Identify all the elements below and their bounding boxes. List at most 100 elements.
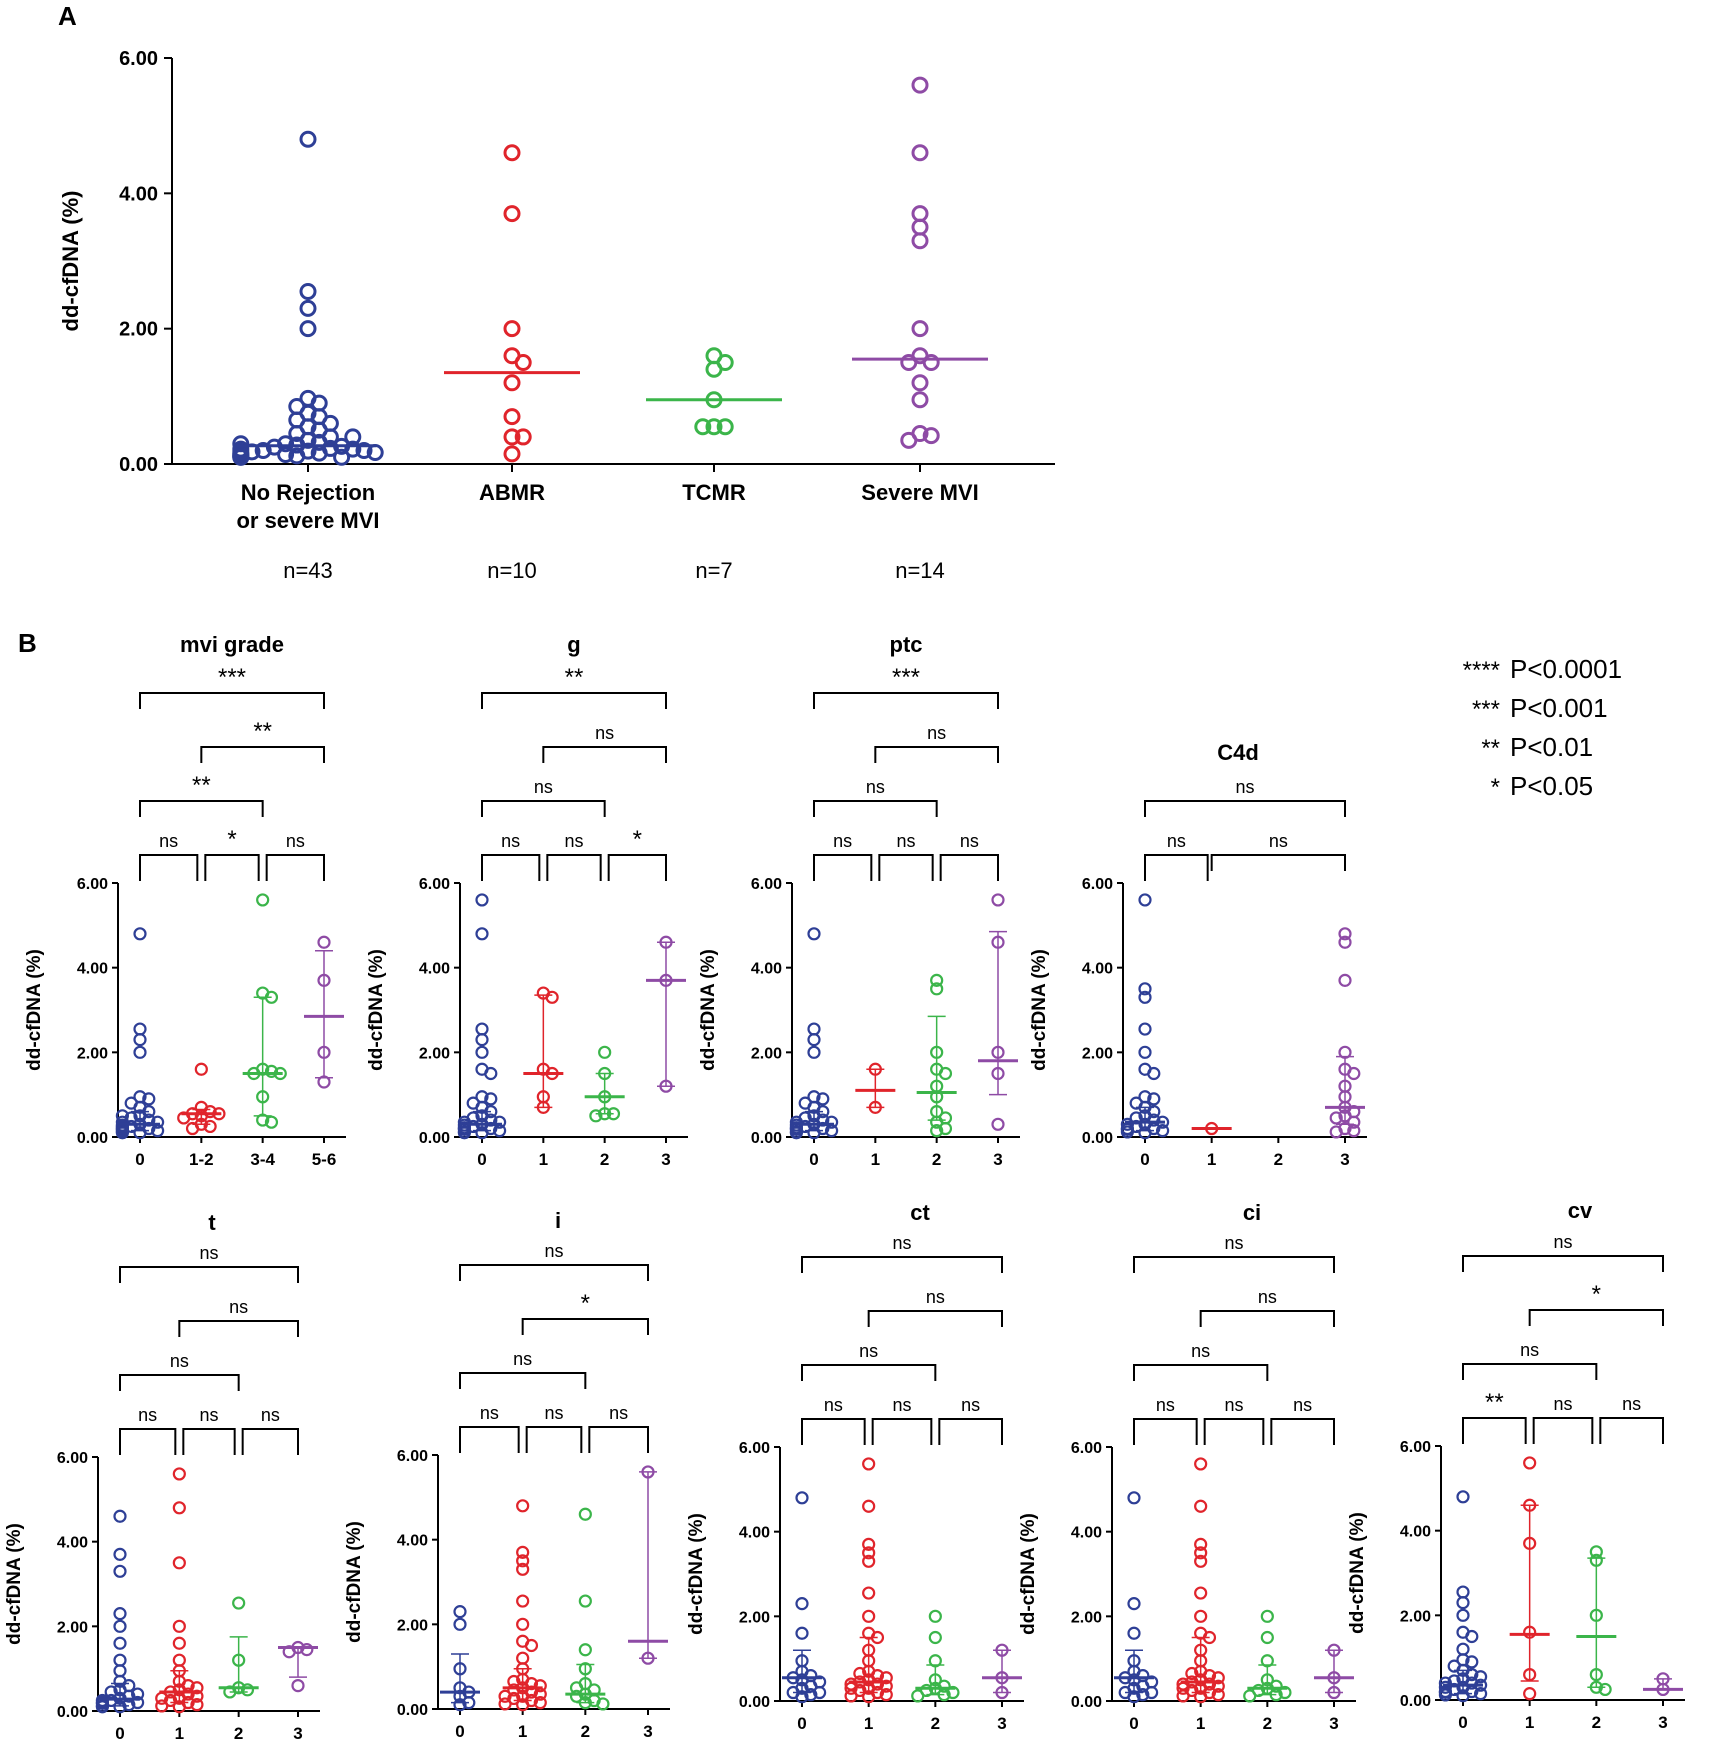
y-tick-label: 6.00: [77, 876, 108, 893]
data-point: [299, 282, 317, 300]
data-point: [606, 1107, 621, 1121]
data-point: [995, 1685, 1009, 1700]
significance-bracket: [813, 854, 873, 881]
data-point: [862, 1554, 876, 1568]
data-point: [598, 1045, 612, 1059]
legend-stars: **: [1481, 735, 1500, 762]
data-point: [1211, 1688, 1225, 1702]
panel-title: C4d: [1217, 740, 1259, 765]
data-point: [1456, 1490, 1470, 1504]
panel-title: t: [208, 1210, 216, 1235]
data-point: [1138, 1045, 1152, 1059]
x-category-label: Severe MVI: [861, 480, 978, 505]
significance-label: ns: [480, 1403, 499, 1423]
x-tick-label: 3: [293, 1724, 302, 1743]
significance-bracket: [1144, 854, 1209, 881]
x-tick-label: 0: [477, 1150, 486, 1169]
significance-bracket: [813, 692, 999, 709]
data-point: [598, 1107, 612, 1121]
y-tick-label: 4.00: [397, 1533, 428, 1550]
data-point: [911, 218, 929, 236]
x-category-label: or severe MVI: [236, 508, 379, 533]
y-tick-label: 0.00: [1082, 1130, 1113, 1147]
data-point: [155, 1699, 169, 1713]
data-point: [930, 1045, 944, 1059]
data-point: [115, 1119, 130, 1134]
data-point: [524, 1638, 539, 1653]
data-point: [930, 1115, 944, 1129]
data-point: [1438, 1676, 1453, 1690]
data-point: [589, 1109, 603, 1123]
y-axis-label: dd-cfDNA (%): [4, 1523, 25, 1645]
panel-title: g: [567, 632, 580, 657]
significance-label: ns: [896, 831, 915, 851]
x-tick-label: 3: [1340, 1150, 1349, 1169]
data-point: [900, 431, 918, 449]
data-point: [812, 1685, 827, 1700]
significance-label: ns: [544, 1403, 563, 1423]
significance-bracket: [801, 1364, 937, 1381]
panel-b-label: B: [18, 628, 37, 658]
data-point: [185, 1121, 200, 1136]
x-tick-label: 1: [518, 1722, 527, 1741]
data-point: [922, 427, 940, 445]
significance-bracket: [1532, 1417, 1594, 1444]
data-point: [131, 1695, 145, 1710]
data-point: [299, 130, 317, 148]
x-tick-label: 3: [997, 1714, 1006, 1733]
data-point: [795, 1597, 809, 1611]
data-point: [991, 893, 1005, 907]
data-point: [333, 448, 351, 466]
data-point: [928, 1630, 942, 1645]
data-point: [533, 1696, 547, 1710]
significance-label: ns: [595, 723, 614, 743]
significance-label: ns: [960, 831, 979, 851]
data-point: [503, 445, 521, 463]
data-point: [172, 1636, 186, 1650]
data-point: [1147, 1092, 1161, 1106]
significance-bracket: [1462, 1363, 1598, 1380]
data-point: [317, 973, 331, 987]
significance-bracket: [878, 854, 934, 881]
data-point: [453, 1617, 467, 1631]
data-point: [1147, 1066, 1161, 1081]
data-point: [930, 982, 944, 996]
y-tick-label: 4.00: [1400, 1524, 1431, 1541]
x-category-label: No Rejection: [241, 480, 375, 505]
panel-ci-chart: ci 0.00 2.00 4.00 6.00 dd-cfDNA (%) 0 1 2 3 ns ns ns…: [1018, 1200, 1356, 1733]
y-tick-label: 4.00: [77, 961, 108, 978]
x-tick-label: 2: [1274, 1150, 1283, 1169]
data-point: [1589, 1553, 1603, 1567]
significance-label: ns: [1258, 1287, 1277, 1307]
data-point: [190, 1698, 204, 1712]
data-point: [484, 1066, 498, 1081]
x-tick-label: 2: [581, 1722, 590, 1741]
data-point: [1120, 1117, 1135, 1131]
data-point: [824, 1115, 839, 1129]
y-tick-label: 0.00: [57, 1704, 88, 1721]
significance-bracket: [204, 854, 260, 881]
data-point: [1194, 1457, 1208, 1471]
data-point: [911, 374, 929, 392]
data-point: [1194, 1609, 1208, 1623]
data-point: [716, 418, 734, 436]
significance-bracket: [481, 800, 606, 817]
significance-label: ns: [501, 831, 520, 851]
data-point: [911, 320, 929, 338]
significance-label: ns: [1191, 1341, 1210, 1361]
x-tick-label: 2: [932, 1150, 941, 1169]
data-point: [1327, 1685, 1341, 1700]
data-point: [930, 1124, 944, 1138]
data-point: [862, 1537, 876, 1551]
data-point: [172, 1556, 186, 1570]
y-tick-label: 4.00: [119, 183, 158, 205]
data-point: [1127, 1491, 1141, 1505]
data-point: [1127, 1626, 1141, 1640]
significance-label: ns: [544, 1241, 563, 1261]
significance-label: ns: [859, 1341, 878, 1361]
data-point: [453, 1698, 467, 1712]
significance-bracket: [119, 1266, 299, 1283]
data-point: [1456, 1596, 1470, 1610]
data-point: [113, 1700, 127, 1714]
data-point: [113, 1509, 127, 1523]
